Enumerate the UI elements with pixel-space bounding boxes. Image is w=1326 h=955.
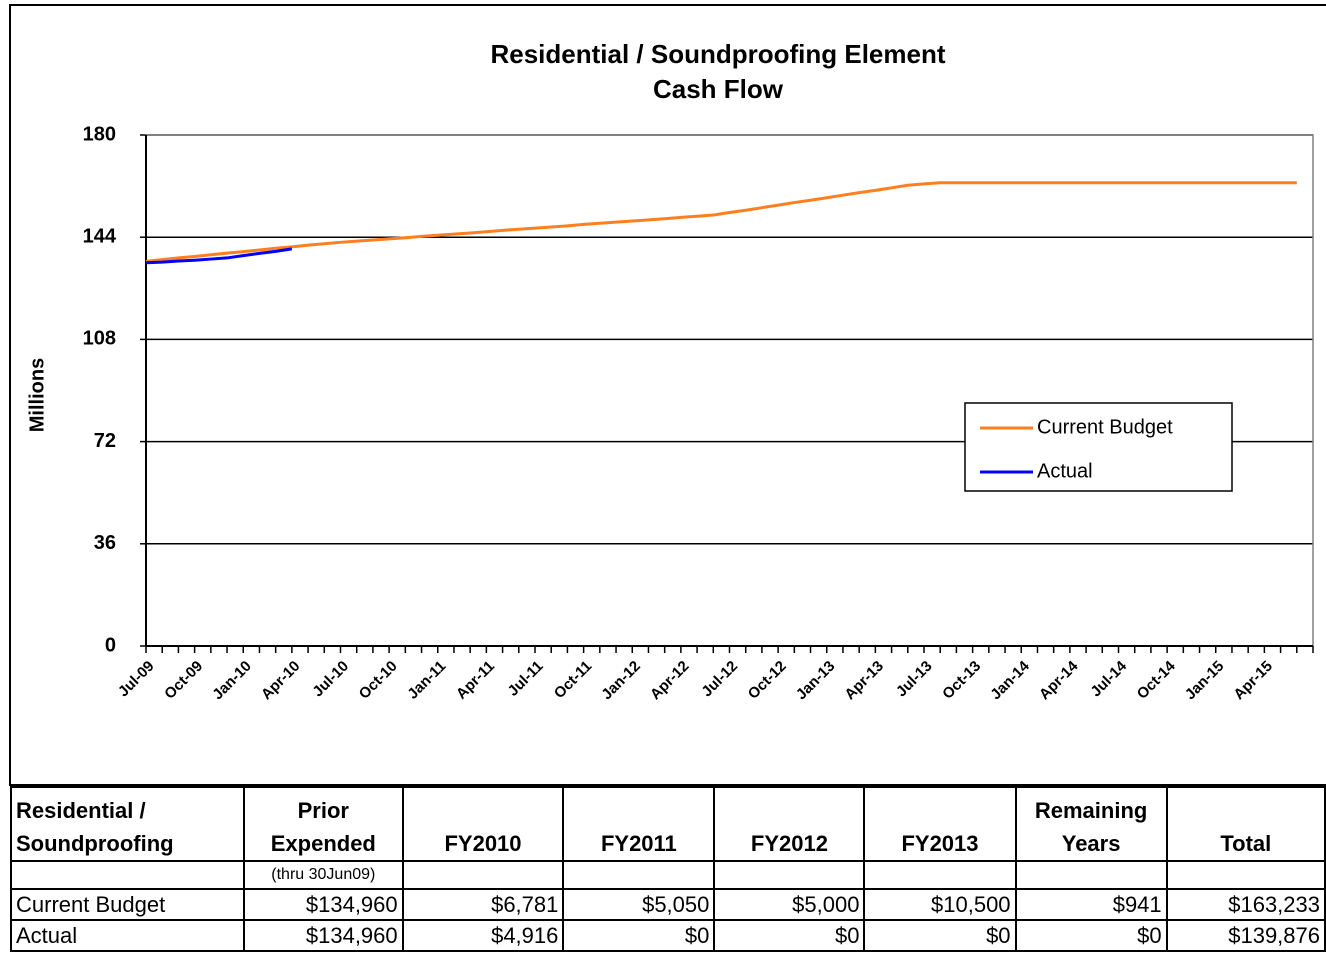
data-cell: Actual bbox=[10, 919, 245, 952]
y-tick-label: 36 bbox=[94, 532, 116, 554]
subheader-row: (thru 30Jun09) bbox=[10, 860, 1326, 890]
empty-cell bbox=[713, 860, 866, 890]
header-row: Residential / Soundproofing Prior Expende… bbox=[10, 786, 1326, 862]
chart-title: Residential / Soundproofing Element bbox=[490, 39, 945, 69]
y-tick-label: 108 bbox=[83, 328, 116, 350]
empty-cell bbox=[863, 860, 1017, 890]
data-row: Current Budget $134,960 $6,781 $5,050 $5,000… bbox=[10, 888, 1326, 921]
data-cell: $139,876 bbox=[1165, 919, 1326, 952]
chart-subtitle: Cash Flow bbox=[653, 74, 784, 104]
header-cell: Total bbox=[1165, 786, 1326, 862]
data-cell: $10,500 bbox=[863, 888, 1017, 921]
data-cell: $134,960 bbox=[242, 919, 404, 952]
chart: Residential / Soundproofing Element Cash… bbox=[9, 4, 1326, 786]
data-cell: $6,781 bbox=[401, 888, 565, 921]
empty-cell bbox=[10, 860, 245, 890]
y-tick-label: 144 bbox=[83, 225, 117, 247]
data-cell: $134,960 bbox=[242, 888, 404, 921]
data-cell: $4,916 bbox=[401, 919, 565, 952]
empty-cell bbox=[1014, 860, 1168, 890]
header-cell: FY2010 bbox=[401, 786, 565, 862]
legend-label: Current Budget bbox=[1037, 416, 1173, 438]
y-tick-label: 0 bbox=[105, 634, 116, 656]
data-cell: $941 bbox=[1014, 888, 1168, 921]
data-cell: $0 bbox=[713, 919, 866, 952]
empty-cell bbox=[562, 860, 716, 890]
y-tick-label: 72 bbox=[94, 430, 116, 452]
chart-frame bbox=[9, 4, 1326, 786]
subheader-cell: (thru 30Jun09) bbox=[242, 860, 404, 890]
legend-label: Actual bbox=[1037, 460, 1093, 482]
data-cell: $5,000 bbox=[713, 888, 866, 921]
cash-table: Residential / Soundproofing Prior Expende… bbox=[10, 786, 1326, 952]
header-cell: Residential / Soundproofing bbox=[10, 786, 245, 862]
empty-cell bbox=[401, 860, 565, 890]
header-cell: FY2012 bbox=[713, 786, 866, 862]
header-cell: Remaining Years bbox=[1014, 786, 1168, 862]
header-cell: Prior Expended bbox=[242, 786, 404, 862]
data-cell: $0 bbox=[863, 919, 1017, 952]
y-axis-label: Millions bbox=[26, 358, 48, 432]
data-cell: $5,050 bbox=[562, 888, 716, 921]
data-cell: $163,233 bbox=[1165, 888, 1326, 921]
series-line bbox=[145, 247, 293, 265]
empty-cell bbox=[1165, 860, 1326, 890]
data-cell: Current Budget bbox=[10, 888, 245, 921]
series-line bbox=[145, 181, 1297, 263]
data-cell: $0 bbox=[1014, 919, 1168, 952]
legend-box bbox=[964, 402, 1233, 492]
header-cell: FY2013 bbox=[863, 786, 1017, 862]
data-row: Actual $134,960 $4,916 $0 $0 $0 $0 $139,876 bbox=[10, 919, 1326, 952]
data-cell: $0 bbox=[562, 919, 716, 952]
y-tick-label: 180 bbox=[83, 123, 116, 145]
header-cell: FY2011 bbox=[562, 786, 716, 862]
